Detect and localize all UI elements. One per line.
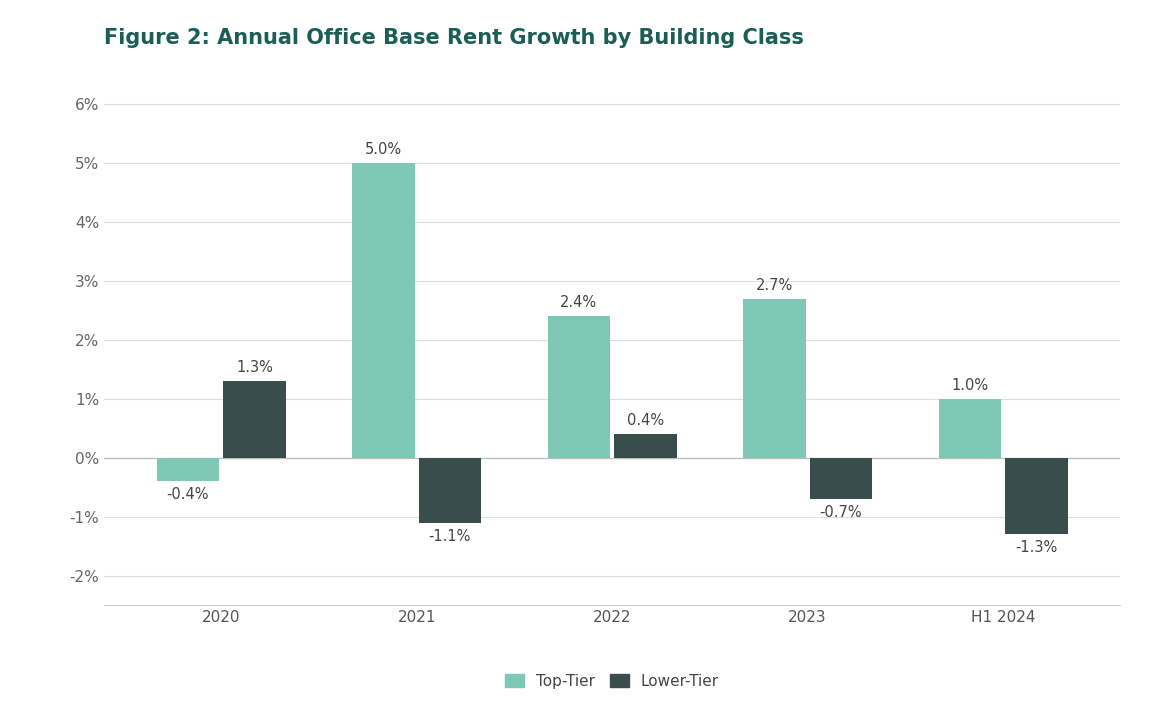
Bar (418, 458, 482, 523)
Text: Figure 2: Annual Office Base Rent Growth by Building Class: Figure 2: Annual Office Base Rent Growth… (104, 28, 804, 48)
Text: 5.0%: 5.0% (365, 142, 402, 157)
Text: -0.4%: -0.4% (166, 487, 209, 502)
Text: 2.7%: 2.7% (755, 278, 793, 293)
Legend: Top-Tier, Lower-Tier: Top-Tier, Lower-Tier (498, 666, 726, 696)
Text: 1.3%: 1.3% (236, 360, 273, 375)
Bar (352, 163, 415, 458)
Bar (547, 316, 610, 458)
Bar (939, 399, 1001, 458)
Bar (157, 458, 219, 481)
Text: -1.1%: -1.1% (429, 528, 471, 543)
Text: -1.3%: -1.3% (1015, 540, 1058, 555)
Bar (743, 298, 806, 458)
Bar (810, 458, 872, 499)
Text: 2.4%: 2.4% (560, 295, 597, 310)
Text: -0.7%: -0.7% (820, 505, 862, 520)
Bar (614, 434, 677, 458)
Bar (223, 381, 285, 458)
Bar (1005, 458, 1067, 535)
Text: 1.0%: 1.0% (952, 378, 989, 393)
Text: 0.4%: 0.4% (627, 414, 664, 429)
